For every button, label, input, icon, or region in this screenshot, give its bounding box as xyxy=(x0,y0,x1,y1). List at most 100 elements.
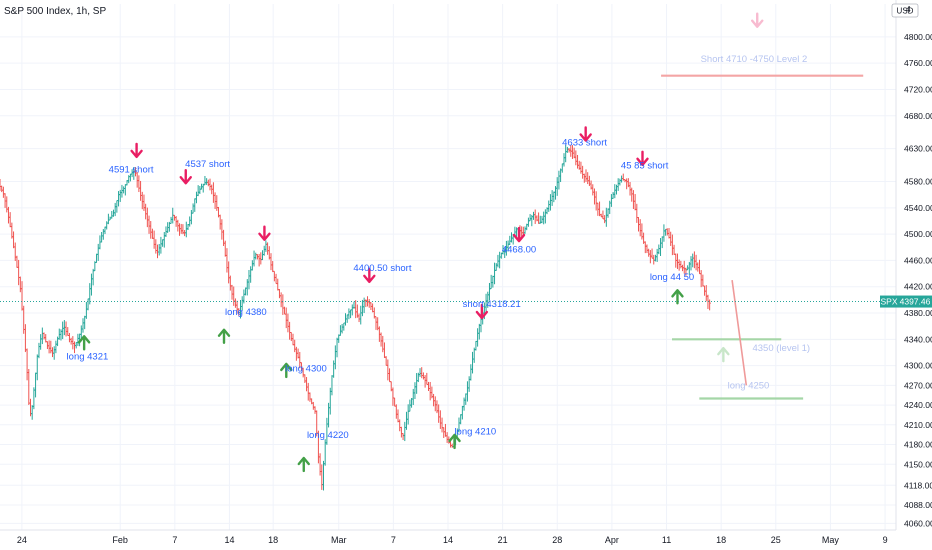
current-price-tag: SPX 4397.46 xyxy=(880,295,932,308)
arrow-down-icon xyxy=(179,169,192,185)
y-axis-top-partial-label: 4 xyxy=(906,4,911,14)
annotation-label: 4350 (level 1) xyxy=(752,343,810,354)
arrow-down-icon xyxy=(258,225,271,241)
y-tick-label: 4088.00 xyxy=(904,500,932,510)
arrow-head xyxy=(579,133,592,142)
arrow-up-icon xyxy=(717,346,730,363)
x-tick-label: Apr xyxy=(605,535,619,545)
annotation-label: long 4250 xyxy=(728,381,770,392)
x-axis: 24 Feb 7 14 18 Mar 7 14 21 28 Apr 11 18 25 May 9 xyxy=(17,535,888,545)
currency-badge[interactable]: USD xyxy=(891,3,919,18)
svg-text:USD: USD xyxy=(897,7,914,16)
annotation-label: long 4380 xyxy=(225,307,267,318)
arrow-head xyxy=(258,232,271,241)
svg-text:4397.46: 4397.46 xyxy=(900,297,931,307)
y-tick-label: 4300.00 xyxy=(904,361,932,371)
arrow-head xyxy=(77,335,91,344)
y-tick-label: 4420.00 xyxy=(904,282,932,292)
y-tick-label: 4060.00 xyxy=(904,518,932,528)
arrow-up-icon xyxy=(77,335,91,351)
arrow-down-icon xyxy=(751,12,764,28)
svg-text:SPX: SPX xyxy=(880,297,897,307)
arrow-down-icon xyxy=(363,267,376,284)
x-tick-label: 9 xyxy=(883,535,888,545)
x-tick-label: 25 xyxy=(771,535,781,545)
annotation-label: Short 4710 -4750 Level 2 xyxy=(701,54,808,65)
arrow-head xyxy=(363,274,376,284)
x-tick-label: May xyxy=(822,535,840,545)
x-tick-label: 21 xyxy=(498,535,508,545)
arrow-down-icon xyxy=(636,150,649,167)
y-tick-label: 4630.00 xyxy=(904,144,932,154)
x-tick-label: 7 xyxy=(391,535,396,545)
chart-title: S&P 500 Index, 1h, SP xyxy=(4,6,106,17)
annotation-label: long 4300 xyxy=(285,364,327,375)
x-tick-label: Mar xyxy=(331,535,347,545)
y-tick-label: 4680.00 xyxy=(904,111,932,121)
arrow-head xyxy=(179,176,192,185)
y-axis-background xyxy=(896,0,932,550)
x-tick-label: 7 xyxy=(172,535,177,545)
arrow-up-icon xyxy=(217,328,231,344)
arrow-down-icon xyxy=(130,142,143,159)
annotation-label: 4537 short xyxy=(185,159,230,170)
annotations: 4591 short 4537 short long 4380 4400.50 sho… xyxy=(67,54,811,441)
arrow-head xyxy=(297,456,310,466)
y-tick-label: 4760.00 xyxy=(904,58,932,68)
y-axis: 4060.00 4088.00 4118.00 4150.00 4180.00 4210.… xyxy=(904,32,932,529)
annotation-label: short 4318.21 xyxy=(463,299,521,310)
arrow-up-icon xyxy=(671,289,684,305)
x-tick-label: 18 xyxy=(268,535,278,545)
arrow-down-icon xyxy=(579,126,592,142)
annotation-label: long 4321 xyxy=(67,352,109,363)
x-tick-label: Feb xyxy=(112,535,128,545)
y-tick-label: 4800.00 xyxy=(904,32,932,42)
x-tick-label: 14 xyxy=(224,535,234,545)
signal-arrows xyxy=(77,12,764,473)
y-tick-label: 4500.00 xyxy=(904,229,932,239)
arrow-head xyxy=(475,310,489,320)
arrow-head xyxy=(751,19,764,28)
level-lines xyxy=(661,74,864,400)
grid xyxy=(0,4,896,530)
price-series xyxy=(0,144,711,491)
arrow-down-icon xyxy=(475,303,489,320)
arrow-head xyxy=(636,157,649,167)
y-tick-label: 4150.00 xyxy=(904,459,932,469)
y-tick-label: 4240.00 xyxy=(904,400,932,410)
y-tick-label: 4118.00 xyxy=(904,480,932,490)
x-tick-label: 18 xyxy=(716,535,726,545)
x-tick-label: 24 xyxy=(17,535,27,545)
arrow-up-icon xyxy=(280,362,293,379)
arrow-head xyxy=(130,149,143,159)
arrow-head xyxy=(512,233,526,243)
y-tick-label: 4340.00 xyxy=(904,334,932,344)
annotation-label: 4400.50 short xyxy=(353,263,411,274)
annotation-label: long 4220 xyxy=(307,430,349,441)
arrow-head xyxy=(671,289,684,298)
arrow-down-icon xyxy=(512,226,526,243)
arrow-up-icon xyxy=(448,433,461,450)
y-tick-label: 4180.00 xyxy=(904,440,932,450)
x-tick-label: 11 xyxy=(662,535,671,545)
arrow-head xyxy=(217,328,231,337)
annotation-label: 4468.00 xyxy=(502,245,536,256)
y-tick-label: 4210.00 xyxy=(904,420,932,430)
x-tick-label: 28 xyxy=(552,535,562,545)
annotation-label: long 4210 xyxy=(454,427,496,438)
annotation-label: 4633 short xyxy=(562,137,607,148)
arrow-head xyxy=(280,362,293,372)
arrow-up-icon xyxy=(297,456,310,473)
arrow-head xyxy=(717,346,730,356)
projection-line xyxy=(731,280,748,386)
y-tick-label: 4540.00 xyxy=(904,203,932,213)
y-tick-label: 4460.00 xyxy=(904,255,932,265)
y-tick-label: 4270.00 xyxy=(904,380,932,390)
y-tick-label: 4720.00 xyxy=(904,84,932,94)
y-tick-label: 4580.00 xyxy=(904,177,932,187)
annotation-label: 45 85 short xyxy=(621,160,669,171)
x-tick-label: 14 xyxy=(443,535,453,545)
arrow-head xyxy=(448,433,461,443)
annotation-label: 4591 short xyxy=(109,164,154,175)
